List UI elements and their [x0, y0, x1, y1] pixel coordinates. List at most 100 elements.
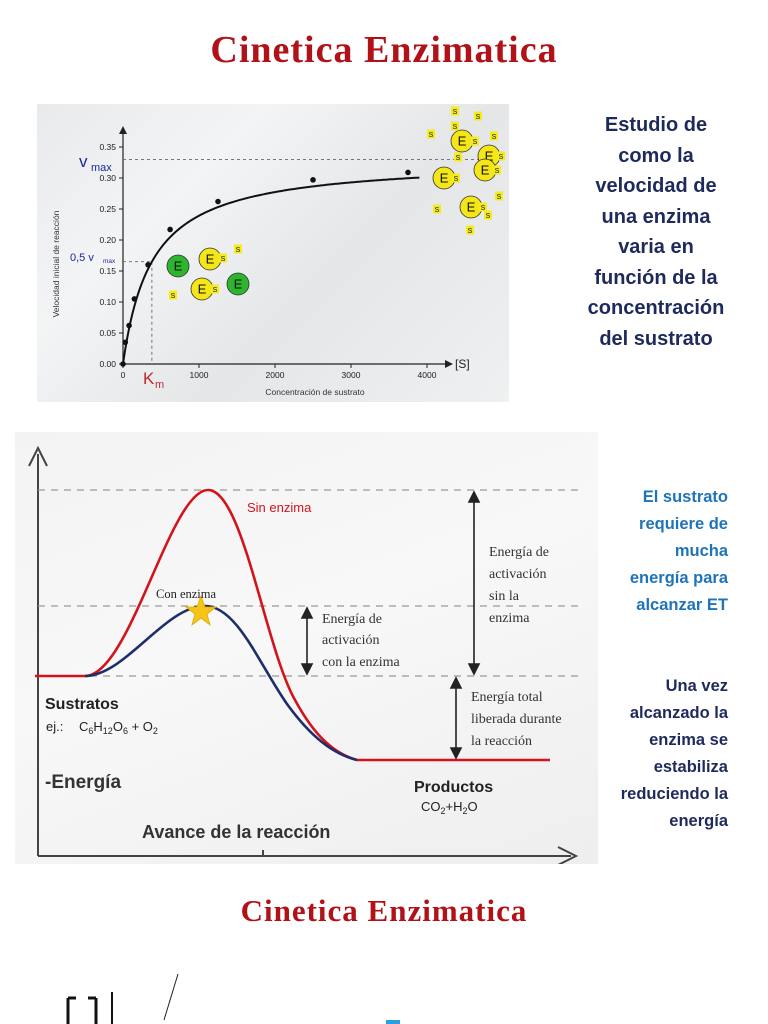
half-vmax-subscript: max	[103, 258, 116, 265]
km-label: K m	[143, 369, 164, 391]
note-dark-line: enzima se	[649, 731, 728, 749]
free-enzyme-icon: E	[226, 272, 250, 296]
data-point	[215, 198, 221, 205]
substrate-icon: S	[454, 152, 462, 162]
note-activation-energy: El sustrato requiere de mucha energía para a…	[600, 484, 728, 619]
substrate-icon: S	[451, 121, 459, 131]
activation-no-enzyme-text: Energía de activación sin la enzima	[489, 545, 549, 626]
energy-label: -Energía	[45, 772, 121, 793]
substrate-icon: S	[484, 210, 492, 220]
substrate-icon: S	[234, 244, 242, 254]
energy-y-axis-arrow	[28, 445, 48, 467]
substrate-icon: S	[495, 191, 503, 201]
x-tick-label: 2000	[266, 370, 285, 380]
y-axis-label: Velocidad inicial de reacción	[51, 210, 61, 317]
kinetics-chart: 0.00 0.05 0.10 0.15 0.20 0.25 0.30 0.35 0 1000 200…	[37, 104, 509, 402]
substrate-symbol: [S]	[455, 357, 470, 371]
note-dark-line: reduciendo la	[620, 785, 728, 803]
total-energy-text: Energía total liberada durante la reacci…	[471, 690, 562, 749]
vmax-symbol: v	[79, 152, 88, 171]
products-label: Productos	[414, 779, 493, 796]
substrate-icon: S	[169, 290, 177, 300]
kinetics-curve	[122, 176, 420, 365]
y-tick-label: 0.30	[99, 173, 116, 183]
substrate-letter: S	[497, 194, 502, 201]
note-dark-line: alcanzado la	[629, 704, 728, 722]
substrate-letter: S	[171, 293, 176, 300]
products-formula: CO2+H2O	[421, 799, 478, 816]
fragment-blue-mark	[386, 1020, 400, 1024]
next-slide-fragment	[66, 973, 400, 1024]
activation-no-enzyme-line-2: activación	[489, 567, 547, 582]
substrate-letter: S	[476, 114, 481, 121]
energy-diagram: Sin enzima Con enzima Energía de activac…	[15, 432, 598, 864]
substrate-letter: S	[492, 134, 497, 141]
activation-no-enzyme-line-1: Energía de	[489, 545, 549, 560]
data-point	[145, 262, 151, 268]
substrate-letter: S	[481, 205, 486, 212]
bound-substrate-icon: S	[211, 284, 219, 294]
bound-substrate-icon: S	[219, 253, 227, 263]
half-vmax-symbol: 0,5 v	[70, 252, 94, 264]
enzyme-letter: E	[174, 259, 183, 274]
substrate-icon: S	[427, 129, 435, 139]
km-subscript: m	[155, 379, 164, 391]
transition-state-star	[184, 594, 218, 627]
x-axis-arrow	[445, 360, 453, 368]
enzyme-substrate-icon: E	[473, 158, 497, 182]
energy-diagram-svg: Sin enzima Con enzima Energía de activac…	[28, 445, 581, 864]
total-energy-line-3: la reacción	[471, 734, 532, 749]
activation-arrow-with-enzyme	[300, 606, 314, 676]
note-blue-line: energía para	[629, 569, 728, 587]
x-tick-label: 1000	[190, 370, 209, 380]
activation-with-enzyme-line-3: con la enzima	[322, 655, 401, 670]
bound-substrate-icon: S	[479, 202, 487, 212]
substrate-letter: S	[435, 207, 440, 214]
enzyme-letter: E	[458, 134, 467, 149]
note-dark-line: Una vez	[665, 677, 728, 695]
fragment-curve	[163, 973, 179, 1021]
total-energy-line-2: liberada durante	[471, 712, 562, 727]
x-tick-label: 3000	[342, 370, 361, 380]
description-line: función de la	[594, 266, 718, 289]
description-line: Estudio de	[604, 114, 708, 136]
substrate-letter: S	[453, 109, 458, 116]
enzyme-letter: E	[198, 282, 207, 297]
enzyme-letter: E	[485, 149, 494, 164]
enzyme-letter: E	[481, 163, 490, 178]
kinetics-chart-svg: 0.00 0.05 0.10 0.15 0.20 0.25 0.30 0.35 0 1000 200…	[51, 106, 505, 397]
substrate-letter: S	[495, 168, 500, 175]
activation-no-enzyme-line-4: enzima	[489, 611, 530, 626]
substrate-letter: S	[429, 132, 434, 139]
substrates-example-prefix: ej.:	[46, 719, 63, 734]
total-energy-line-1: Energía total	[471, 690, 543, 705]
data-point	[120, 361, 126, 367]
bound-substrate-icon: S	[452, 173, 460, 183]
with-enzyme-curve	[84, 604, 358, 762]
data-point	[131, 296, 138, 302]
note-blue-line: El sustrato	[642, 488, 728, 506]
activation-no-enzyme-line-3: sin la	[489, 589, 520, 604]
substrate-letter: S	[236, 247, 241, 254]
y-tick-label: 0.00	[99, 359, 116, 369]
substrates-example: ej.: C6H12O6 + O2	[46, 719, 158, 736]
page-title: Cinetica Enzimatica	[210, 29, 558, 71]
substrate-icon: S	[433, 204, 441, 214]
note-enzyme-stabilization: Una vez alcanzado la enzima se estabiliza re…	[598, 673, 728, 835]
enzyme-substrate-icon: E	[190, 277, 214, 301]
substrate-letter: S	[473, 139, 478, 146]
x-tick-label: 0	[121, 370, 126, 380]
y-tick-label: 0.10	[99, 297, 116, 307]
data-point	[405, 169, 411, 176]
x-axis-label: Concentración de sustrato	[265, 387, 364, 397]
no-enzyme-curve	[35, 488, 550, 762]
substrate-icon: S	[466, 225, 474, 235]
substrate-letter: S	[213, 287, 218, 294]
y-tick-label: 0.20	[99, 235, 116, 245]
substrate-letter: S	[453, 124, 458, 131]
half-vmax-label: 0,5 v max	[70, 252, 116, 265]
y-tick-label: 0.15	[99, 266, 116, 276]
note-blue-line: mucha	[674, 542, 728, 560]
note-dark-line: estabiliza	[653, 758, 728, 776]
description-line: velocidad de	[595, 175, 717, 197]
